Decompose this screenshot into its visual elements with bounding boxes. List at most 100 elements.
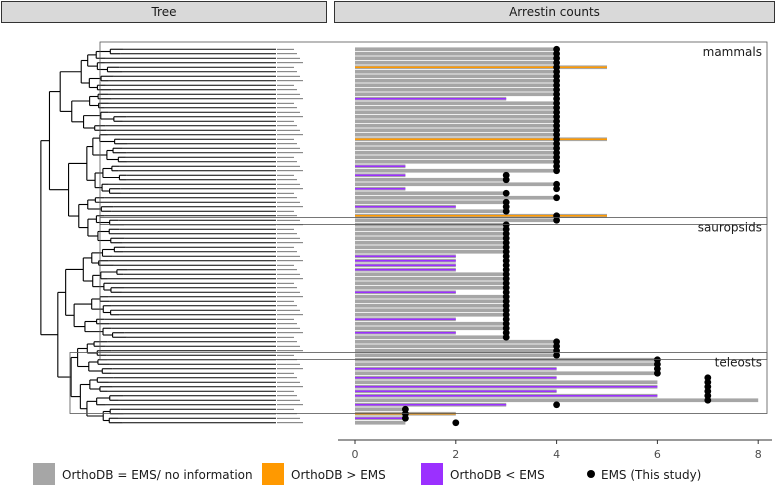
bar-orthodb <box>355 200 507 205</box>
bar-difference <box>355 97 507 100</box>
group-label-teleosts: teleosts <box>715 356 762 370</box>
bar-orthodb <box>355 285 507 290</box>
legend-label: EMS (This study) <box>601 468 701 482</box>
bar-orthodb <box>355 303 507 308</box>
ems-point <box>654 369 661 377</box>
ems-point <box>502 333 510 341</box>
ems-point <box>502 189 510 197</box>
counts-panel-title: Arrestin counts <box>334 1 775 23</box>
bar-orthodb <box>355 398 759 403</box>
x-tick-label-8: 8 <box>755 448 762 461</box>
bar-orthodb <box>355 60 557 65</box>
bar-difference <box>355 367 557 370</box>
bar-orthodb <box>355 362 658 367</box>
ems-point <box>502 207 510 215</box>
bar-orthodb <box>355 339 557 344</box>
x-tick-label-0: 0 <box>352 448 359 461</box>
ems-point <box>402 414 409 422</box>
bar-orthodb <box>355 195 557 200</box>
bar-orthodb <box>355 92 557 97</box>
bar-orthodb <box>355 69 557 74</box>
group-box-sauropsids <box>99 217 768 360</box>
bar-orthodb <box>355 159 557 164</box>
group-label-sauropsids: sauropsids <box>698 221 762 235</box>
legend-label: OrthoDB < EMS <box>450 468 545 482</box>
bar-orthodb <box>355 56 557 61</box>
arrestin-bars <box>355 47 759 425</box>
bar-orthodb <box>355 114 557 119</box>
bar-orthodb <box>355 78 557 83</box>
bar-orthodb <box>355 83 557 88</box>
legend-swatch <box>33 463 55 485</box>
bar-orthodb <box>355 245 507 250</box>
ems-point <box>553 216 560 224</box>
bar-difference <box>355 390 557 393</box>
bar-orthodb <box>355 74 557 79</box>
bar-orthodb <box>355 146 557 151</box>
bar-orthodb <box>355 272 507 277</box>
bar-orthodb <box>355 182 557 187</box>
bar-difference <box>355 264 456 267</box>
bar-orthodb <box>355 407 406 412</box>
legend-label: OrthoDB > EMS <box>291 468 386 482</box>
bar-orthodb <box>355 123 557 128</box>
bar-orthodb <box>355 119 557 124</box>
bar-orthodb <box>355 227 507 232</box>
bar-difference <box>355 376 557 379</box>
bar-difference <box>355 403 507 406</box>
bar-difference <box>355 214 607 217</box>
bar-difference <box>355 318 456 321</box>
bar-orthodb <box>355 155 557 160</box>
bar-orthodb <box>355 236 507 241</box>
bar-orthodb <box>355 87 557 92</box>
ems-point <box>704 396 712 404</box>
x-axis: 0 2 4 6 8 <box>338 439 772 461</box>
bar-orthodb <box>355 105 557 110</box>
bar-orthodb <box>355 209 507 214</box>
bar-orthodb <box>355 191 507 196</box>
bar-orthodb <box>355 380 658 385</box>
ems-point <box>553 194 560 202</box>
legend-swatch <box>421 463 443 485</box>
bar-orthodb <box>355 132 557 137</box>
group-box-teleosts <box>69 352 768 414</box>
bar-difference <box>355 268 456 271</box>
bar-orthodb <box>355 110 557 115</box>
bar-orthodb <box>355 299 507 304</box>
bar-orthodb <box>355 321 507 326</box>
bar-difference <box>355 394 658 397</box>
bar-orthodb <box>355 276 507 281</box>
bar-difference <box>355 331 456 334</box>
bar-orthodb <box>355 231 507 236</box>
group-label-mammals: mammals <box>703 45 762 59</box>
group-boxes: mammals sauropsids teleosts <box>69 41 768 414</box>
bar-difference <box>355 174 406 177</box>
ems-point <box>553 185 560 193</box>
legend-swatch <box>262 463 284 485</box>
bar-difference <box>355 255 456 258</box>
bar-orthodb <box>355 294 507 299</box>
bar-difference <box>355 187 406 190</box>
legend: OrthoDB = EMS/ no information OrthoDB > E… <box>33 463 701 485</box>
bar-orthodb <box>355 371 658 376</box>
bar-orthodb <box>355 47 557 52</box>
bar-orthodb <box>355 218 557 223</box>
bar-orthodb <box>355 128 557 133</box>
ems-point <box>553 401 560 409</box>
bar-difference <box>355 417 406 420</box>
legend-label: OrthoDB = EMS/ no information <box>62 468 253 482</box>
ems-points <box>402 45 712 427</box>
bar-orthodb <box>355 335 507 340</box>
bar-difference <box>355 385 658 388</box>
x-tick-label-4: 4 <box>553 448 560 461</box>
legend-swatch <box>587 470 595 478</box>
tree-panel-title: Tree <box>1 1 327 23</box>
bar-difference <box>355 291 456 294</box>
bar-orthodb <box>355 101 557 106</box>
bar-orthodb <box>355 51 557 56</box>
bar-orthodb <box>355 249 507 254</box>
bar-orthodb <box>355 150 557 155</box>
ems-point <box>553 167 560 175</box>
bar-difference <box>355 205 456 208</box>
